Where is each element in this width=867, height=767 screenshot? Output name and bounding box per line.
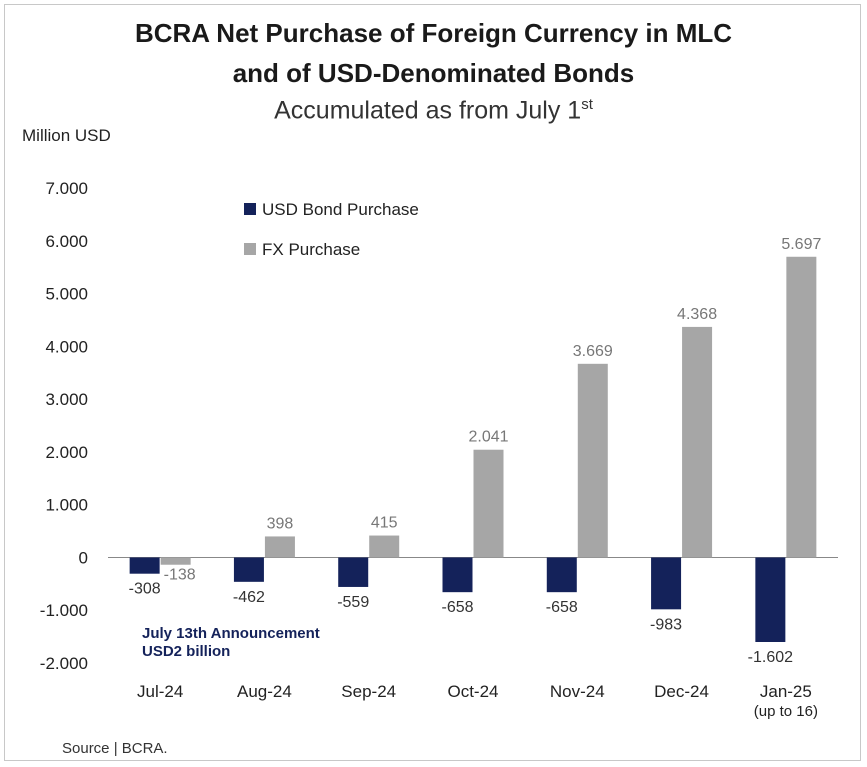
y-tick-label: -2.000 (40, 654, 88, 673)
x-tick-sublabel: (up to 16) (754, 703, 818, 720)
bar-usd-bond-purchase (338, 557, 369, 587)
data-label-fx: 5.697 (781, 236, 821, 253)
x-tick-label: Jan-25 (760, 682, 812, 701)
bar-usd-bond-purchase (442, 557, 473, 593)
bar-usd-bond-purchase (651, 557, 682, 610)
data-label-fx: 415 (371, 515, 398, 532)
chart-subtitle: Accumulated as from July 1st (0, 96, 867, 125)
data-label-fx: 2.041 (468, 429, 508, 446)
x-tick-label: Oct-24 (447, 682, 498, 701)
data-label-usd-bond: -308 (129, 581, 161, 598)
chart-title-line2: and of USD-Denominated Bonds (232, 58, 635, 88)
bar-usd-bond-purchase (129, 557, 160, 574)
subtitle-superscript: st (581, 96, 593, 113)
legend-label: USD Bond Purchase (262, 200, 419, 219)
announcement-annotation: USD2 billion (142, 643, 230, 660)
data-label-fx: -138 (164, 566, 196, 583)
y-tick-label: 6.000 (45, 232, 88, 251)
x-tick-label: Sep-24 (341, 682, 396, 701)
y-tick-label: 1.000 (45, 496, 88, 515)
legend-swatch (244, 243, 256, 255)
bar-usd-bond-purchase (233, 557, 264, 582)
y-tick-label: 0 (79, 548, 88, 567)
data-label-usd-bond: -1.602 (748, 649, 793, 666)
data-label-fx: 4.368 (677, 306, 717, 323)
bar-fx-purchase (577, 363, 608, 558)
y-tick-label: 3.000 (45, 390, 88, 409)
bar-fx-purchase (473, 449, 504, 558)
data-label-usd-bond: -462 (233, 589, 265, 606)
bar-usd-bond-purchase (546, 557, 577, 593)
legend-label: FX Purchase (262, 240, 360, 259)
chart-title-line1: BCRA Net Purchase of Foreign Currency in… (134, 18, 733, 48)
chart-frame (4, 4, 861, 761)
data-label-usd-bond: -658 (546, 599, 578, 616)
y-tick-label: 2.000 (45, 443, 88, 462)
y-tick-label: 4.000 (45, 337, 88, 356)
y-tick-label: 5.000 (45, 285, 88, 304)
data-label-usd-bond: -559 (337, 594, 369, 611)
subtitle-text: Accumulated as from July 1 (274, 96, 582, 125)
announcement-annotation: July 13th Announcement (142, 625, 320, 642)
data-label-usd-bond: -658 (441, 599, 473, 616)
data-label-usd-bond: -983 (650, 616, 682, 633)
x-tick-label: Nov-24 (550, 682, 605, 701)
bar-fx-purchase (160, 557, 191, 565)
data-label-fx: 3.669 (573, 343, 613, 360)
source-note: Source | BCRA. (62, 740, 168, 757)
x-tick-label: Dec-24 (654, 682, 709, 701)
legend-swatch (244, 203, 256, 215)
bar-fx-purchase (264, 536, 295, 558)
bar-fx-purchase (682, 326, 713, 558)
bar-fx-purchase (786, 256, 817, 558)
data-label-fx: 398 (267, 515, 294, 532)
y-axis-unit-label: Million USD (22, 126, 111, 145)
bar-usd-bond-purchase (755, 557, 786, 642)
x-tick-label: Jul-24 (137, 682, 183, 701)
bar-fx-purchase (369, 535, 400, 558)
x-tick-label: Aug-24 (237, 682, 292, 701)
y-tick-label: 7.000 (45, 179, 88, 198)
y-tick-label: -1.000 (40, 601, 88, 620)
